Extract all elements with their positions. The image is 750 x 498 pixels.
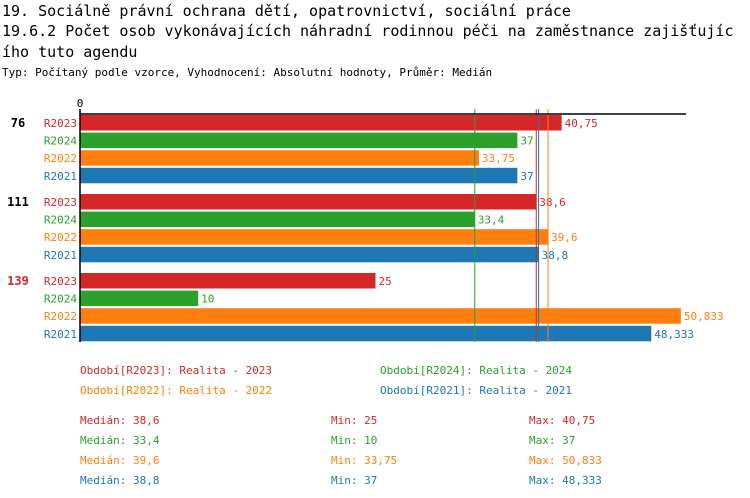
stat-max: Max: 48,333 bbox=[529, 474, 602, 487]
stat-median: Medián: 38,6 bbox=[80, 414, 160, 427]
group-label: 139 bbox=[7, 274, 29, 288]
group-label: 76 bbox=[11, 116, 25, 130]
bar bbox=[80, 273, 376, 289]
data-label: 10 bbox=[201, 293, 214, 306]
data-label: 33,75 bbox=[482, 152, 515, 165]
series-label: R2021 bbox=[44, 170, 77, 183]
data-label: 38,6 bbox=[539, 196, 566, 209]
data-label: 40,75 bbox=[565, 117, 598, 130]
bar bbox=[80, 167, 518, 184]
legend-item: Období[R2021]: Realita - 2021 bbox=[380, 384, 573, 397]
data-label: 38,8 bbox=[542, 249, 569, 262]
stat-min: Min: 37 bbox=[331, 474, 378, 487]
group-label: 111 bbox=[7, 195, 29, 209]
data-label: 39,6 bbox=[551, 231, 578, 244]
series-label: R2023 bbox=[44, 275, 77, 288]
series-label: R2021 bbox=[44, 249, 77, 262]
title-line-3: ího tuto agendu bbox=[2, 43, 138, 61]
stat-max: Max: 37 bbox=[529, 434, 576, 447]
bar bbox=[80, 246, 539, 263]
series-label: R2021 bbox=[44, 328, 77, 341]
legend-item: Období[R2022]: Realita - 2022 bbox=[80, 384, 273, 397]
stat-max: Max: 50,833 bbox=[529, 454, 602, 467]
series-label: R2023 bbox=[44, 117, 77, 130]
bar bbox=[80, 229, 549, 245]
bar bbox=[80, 308, 681, 324]
subtitle: Typ: Počítaný podle vzorce, Vyhodnocení:… bbox=[2, 66, 493, 79]
bar bbox=[80, 150, 479, 166]
bar bbox=[80, 132, 518, 149]
legend-item: Období[R2024]: Realita - 2024 bbox=[380, 364, 573, 377]
series-label: R2022 bbox=[44, 310, 77, 323]
bar bbox=[80, 194, 537, 210]
data-label: 48,333 bbox=[654, 328, 694, 341]
series-label: R2024 bbox=[44, 293, 77, 306]
bar bbox=[80, 290, 199, 307]
bar bbox=[80, 211, 475, 228]
data-label: 37 bbox=[520, 135, 533, 148]
series-label: R2024 bbox=[44, 135, 77, 148]
data-label: 37 bbox=[520, 170, 533, 183]
stat-median: Medián: 39,6 bbox=[80, 454, 160, 467]
title-line-1: 19. Sociálně právní ochrana dětí, opatro… bbox=[2, 2, 571, 20]
series-label: R2022 bbox=[44, 231, 77, 244]
series-label: R2023 bbox=[44, 196, 77, 209]
stat-min: Min: 25 bbox=[331, 414, 378, 427]
stat-max: Max: 40,75 bbox=[529, 414, 596, 427]
legend-item: Období[R2023]: Realita - 2023 bbox=[80, 364, 273, 377]
stat-median: Medián: 38,8 bbox=[80, 474, 160, 487]
data-label: 50,833 bbox=[684, 310, 724, 323]
data-label: 33,4 bbox=[478, 214, 505, 227]
data-label: 25 bbox=[379, 275, 392, 288]
stat-min: Min: 10 bbox=[331, 434, 378, 447]
series-label: R2024 bbox=[44, 214, 77, 227]
stat-min: Min: 33,75 bbox=[331, 454, 398, 467]
title-line-2: 19.6.2 Počet osob vykonávajících náhradn… bbox=[2, 22, 734, 40]
stat-median: Medián: 33,4 bbox=[80, 434, 160, 447]
bar bbox=[80, 325, 652, 342]
series-label: R2022 bbox=[44, 152, 77, 165]
bar bbox=[80, 115, 562, 131]
x-tick-label: 0 bbox=[77, 97, 84, 110]
